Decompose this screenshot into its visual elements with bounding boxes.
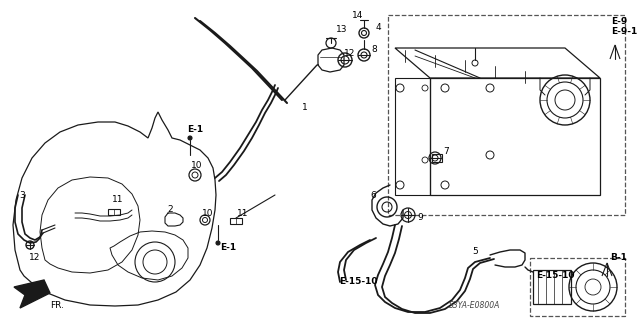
Text: 10: 10 — [202, 210, 214, 219]
Text: 14: 14 — [352, 11, 364, 20]
Text: 6: 6 — [370, 190, 376, 199]
Text: E-1: E-1 — [187, 125, 203, 135]
Text: 10: 10 — [191, 160, 203, 169]
Circle shape — [188, 136, 192, 140]
Text: B-1: B-1 — [610, 253, 627, 262]
Circle shape — [216, 241, 220, 245]
Text: 12: 12 — [29, 253, 41, 262]
Text: 8: 8 — [371, 46, 377, 55]
Bar — [530, 258, 625, 316]
Text: E-9: E-9 — [611, 18, 627, 26]
Text: E-9-1: E-9-1 — [611, 27, 637, 36]
Text: 13: 13 — [336, 25, 348, 33]
Text: 4: 4 — [375, 24, 381, 33]
Bar — [533, 270, 571, 304]
Text: E-1: E-1 — [220, 243, 236, 253]
Text: 5: 5 — [472, 248, 478, 256]
Bar — [108, 209, 120, 215]
Text: E-15-10: E-15-10 — [339, 278, 377, 286]
Text: E-15-10: E-15-10 — [536, 271, 574, 279]
Text: 2: 2 — [167, 205, 173, 214]
Text: 12: 12 — [344, 48, 356, 57]
Text: FR.: FR. — [50, 301, 64, 310]
Text: 7: 7 — [443, 147, 449, 157]
Polygon shape — [14, 280, 50, 308]
Text: 3: 3 — [19, 190, 25, 199]
Bar — [230, 218, 242, 224]
Text: 11: 11 — [112, 196, 124, 204]
Text: S3YA-E0800A: S3YA-E0800A — [449, 300, 500, 309]
Text: 1: 1 — [302, 102, 308, 112]
Text: 11: 11 — [237, 210, 249, 219]
Bar — [432, 154, 442, 162]
Text: 9: 9 — [417, 213, 423, 222]
